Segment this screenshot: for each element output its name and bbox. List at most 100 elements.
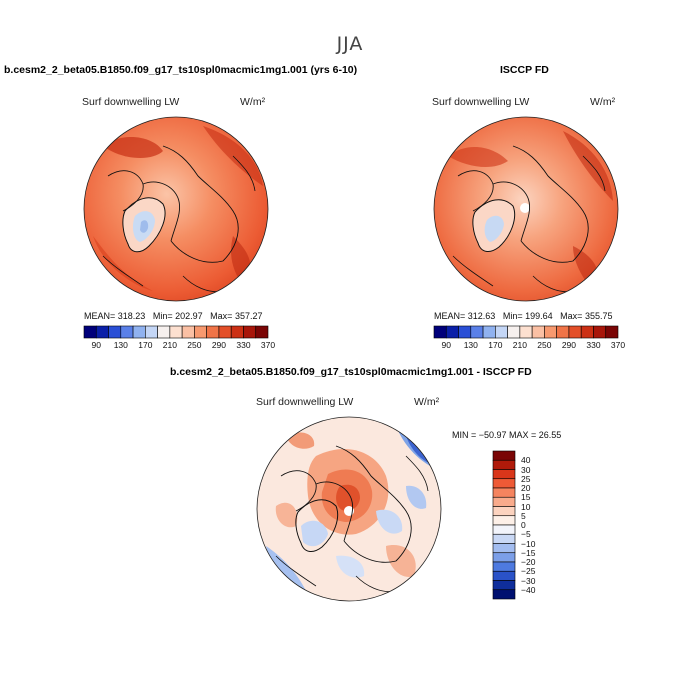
panel-diff-colorbar-tick-label: −20 — [521, 557, 536, 567]
panel-obs-colorbar-tick-label: 330 — [586, 340, 601, 350]
panel-diff-colorbar-swatch — [492, 543, 516, 554]
panel-model-colorbar-swatch — [132, 325, 146, 339]
panel-diff-colorbar-tick-label: 25 — [521, 473, 531, 484]
panel-model-colorbar-swatch — [83, 325, 97, 339]
panel-diff-colorbar-swatch — [492, 469, 516, 480]
panel-model-mean-value: 318.23 — [117, 311, 146, 321]
panel-diff-colorbar-tick-label: −10 — [521, 538, 536, 549]
panel-diff-colorbar-swatch — [492, 459, 516, 470]
panel-model-colorbar-swatch — [145, 325, 158, 339]
panel-diff-colorbar-tick-label: 20 — [521, 483, 531, 493]
panel-diff-colorbar-tick-label: 30 — [521, 464, 531, 475]
panel-model-colorbar-swatch — [157, 325, 171, 339]
panel-model-colorbar-swatch — [108, 325, 122, 339]
panel-diff-colorbar-swatch — [492, 515, 516, 526]
panel-model-colorbar-swatch — [181, 325, 195, 339]
panel-model-units: W/m² — [240, 96, 266, 108]
panel-diff-colorbar-swatch — [492, 487, 516, 498]
panel-diff-colorbar — [492, 450, 516, 600]
panel-diff-colorbar-tick-label: 15 — [521, 492, 531, 503]
panel-model-colorbar — [83, 325, 269, 339]
panel-obs-max-value: 355.75 — [584, 311, 613, 321]
panel-obs-colorbar-tick-label: 250 — [537, 340, 552, 350]
panel-obs-stats: MEAN= 312.63 Min= 199.64 Max= 355.75 — [434, 311, 613, 321]
panel-diff-colorbar-swatch — [492, 570, 516, 581]
panel-diff-colorbar-swatch — [492, 533, 516, 544]
panel-model-colorbar-swatch — [120, 325, 134, 339]
panel-model-colorbar-swatch — [218, 325, 232, 339]
panel-obs-colorbar-swatch — [445, 325, 459, 339]
panel-diff-colorbar-tick-label: 5 — [521, 510, 526, 521]
panel-diff-colorbar-swatch — [492, 478, 516, 489]
panel-diff-colorbar-swatch — [492, 580, 516, 591]
panel-obs-colorbar-swatch — [433, 325, 447, 339]
panel-model-field-label: Surf downwelling LW — [82, 96, 180, 108]
panel-obs-colorbar-swatch — [458, 325, 472, 339]
panel-model-colorbar-swatch — [243, 325, 257, 339]
panel-diff-colorbar-tick-label: 0 — [521, 520, 526, 530]
panel-model-title: b.cesm2_2_beta05.B1850.f09_g17_ts10spl0m… — [4, 64, 358, 76]
panel-obs-colorbar-swatch — [519, 325, 533, 339]
panel-model-max-value: 357.27 — [234, 311, 263, 321]
panel-obs-colorbar-swatch — [568, 325, 582, 339]
panel-diff-colorbar-swatch — [492, 589, 516, 600]
panel-obs-units: W/m² — [590, 96, 616, 108]
panel-obs-colorbar-swatch — [470, 325, 484, 339]
panel-obs-colorbar-tick-label: 370 — [610, 340, 626, 350]
panel-model-colorbar-tick-label: 90 — [91, 340, 101, 350]
panel-model-colorbar-swatch — [169, 325, 183, 339]
panel-model-colorbar-tick-label: 290 — [211, 340, 227, 350]
panel-diff-field-label: Surf downwelling LW — [256, 396, 354, 408]
panel-model-colorbar-swatch — [230, 325, 244, 339]
panel-obs-mean-value: 312.63 — [467, 311, 496, 321]
panel-diff-colorbar-swatch — [492, 506, 516, 517]
panel-obs-colorbar-swatch — [605, 325, 619, 339]
panel-obs-colorbar-swatch — [556, 325, 570, 339]
panel-obs-colorbar-tick-label: 290 — [561, 340, 577, 350]
panel-model-min-value: 202.97 — [175, 311, 203, 321]
panel-model-polar-map — [83, 116, 269, 302]
panel-diff-colorbar-swatch — [492, 450, 516, 461]
panel-model-colorbar-swatch — [255, 325, 269, 339]
panel-diff-colorbar-swatch — [492, 496, 516, 507]
panel-model-colorbar-tick-label: 210 — [162, 340, 177, 350]
panel-obs-colorbar-tick-label: 210 — [512, 340, 527, 350]
season-title: JJA — [336, 33, 364, 55]
panel-obs-field-label: Surf downwelling LW — [432, 96, 530, 108]
panel-diff-colorbar-swatch — [492, 524, 516, 535]
panel-model-colorbar-swatch — [95, 325, 109, 339]
panel-diff-colorbar-tick-label: 40 — [521, 455, 531, 466]
panel-model-colorbar-swatch — [194, 325, 207, 339]
panel-model-colorbar-tick-label: 250 — [187, 340, 202, 350]
panel-diff-colorbar-tick-label: −40 — [521, 584, 536, 595]
panel-diff-colorbar-tick-label: −25 — [521, 566, 536, 577]
panel-diff-colorbar-swatch — [492, 552, 516, 563]
panel-obs-colorbar-swatch — [580, 325, 594, 339]
panel-diff-colorbar-tick-label: 10 — [521, 501, 531, 512]
panel-obs-colorbar-tick-label: 90 — [441, 340, 451, 350]
panel-diff-colorbar-tick-label: −30 — [521, 575, 536, 586]
panel-obs-colorbar-swatch — [531, 325, 545, 339]
panel-obs-colorbar-swatch — [593, 325, 607, 339]
panel-obs-colorbar-swatch — [544, 325, 557, 339]
panel-diff-colorbar-tick-label: −15 — [521, 547, 536, 558]
panel-obs-colorbar-tick-label: 130 — [463, 340, 478, 350]
panel-model-colorbar-tick-label: 370 — [260, 340, 276, 350]
panel-model-colorbar-tick-label: 170 — [138, 340, 153, 350]
panel-model-colorbar-tick-label: 330 — [236, 340, 251, 350]
panel-model-colorbar-tick-label: 130 — [113, 340, 128, 350]
panel-obs-min-value: 199.64 — [525, 311, 553, 321]
panel-obs-colorbar-swatch — [482, 325, 496, 339]
panel-diff-colorbar-swatch — [492, 561, 516, 572]
panel-obs-colorbar-swatch — [507, 325, 521, 339]
panel-model-stats: MEAN= 318.23 Min= 202.97 Max= 357.27 — [84, 311, 263, 321]
panel-diff-title: b.cesm2_2_beta05.B1850.f09_g17_ts10spl0m… — [170, 366, 532, 378]
panel-obs-colorbar-swatch — [495, 325, 508, 339]
panel-diff-colorbar-tick-label: −5 — [521, 529, 531, 540]
panel-diff-units: W/m² — [414, 396, 440, 408]
panel-obs-colorbar-tick-label: 170 — [488, 340, 503, 350]
panel-obs-polar-map — [433, 116, 619, 302]
panel-diff-polar-map — [256, 416, 442, 602]
panel-obs-title: ISCCP FD — [500, 64, 549, 76]
